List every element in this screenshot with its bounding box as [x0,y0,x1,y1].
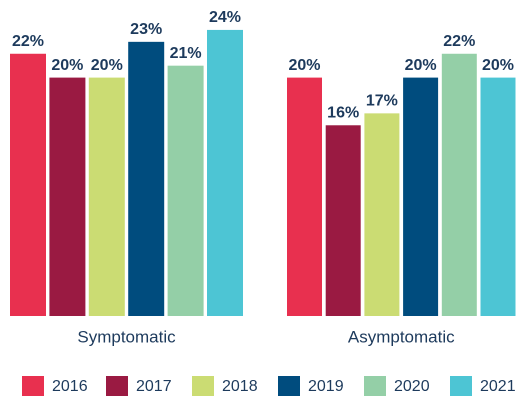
bar [10,53,46,316]
bar [88,77,125,316]
value-label: 21% [170,45,202,62]
bar [403,77,439,316]
category-label: Symptomatic [77,327,176,346]
value-label: 20% [288,57,320,74]
legend-label: 2017 [136,378,172,395]
bar [325,125,361,316]
legend-label: 2018 [222,378,258,395]
legend-label: 2020 [394,378,430,395]
legend-label: 2021 [480,378,516,395]
value-label: 20% [91,57,123,74]
legend-swatch [364,376,386,396]
value-label: 16% [327,104,359,121]
value-label: 20% [405,57,437,74]
category-label: Asymptomatic [348,327,455,346]
value-label: 24% [209,9,241,26]
legend-label: 2019 [308,378,344,395]
bar [167,65,204,317]
bar [364,113,400,316]
bar [480,77,516,316]
bar [441,53,477,316]
value-label: 20% [482,57,514,74]
bar [207,29,243,316]
legend-swatch [106,376,128,396]
value-label: 23% [130,21,162,38]
legend-swatch [450,376,472,396]
legend-swatch [22,376,44,396]
value-label: 20% [51,57,83,74]
value-label: 17% [366,93,398,110]
value-label: 22% [443,33,475,50]
bar [128,41,165,317]
bar [287,77,322,316]
bar [49,77,86,316]
value-label: 22% [12,33,44,50]
legend-swatch [278,376,300,396]
legend-swatch [192,376,214,396]
legend-label: 2016 [52,378,88,395]
